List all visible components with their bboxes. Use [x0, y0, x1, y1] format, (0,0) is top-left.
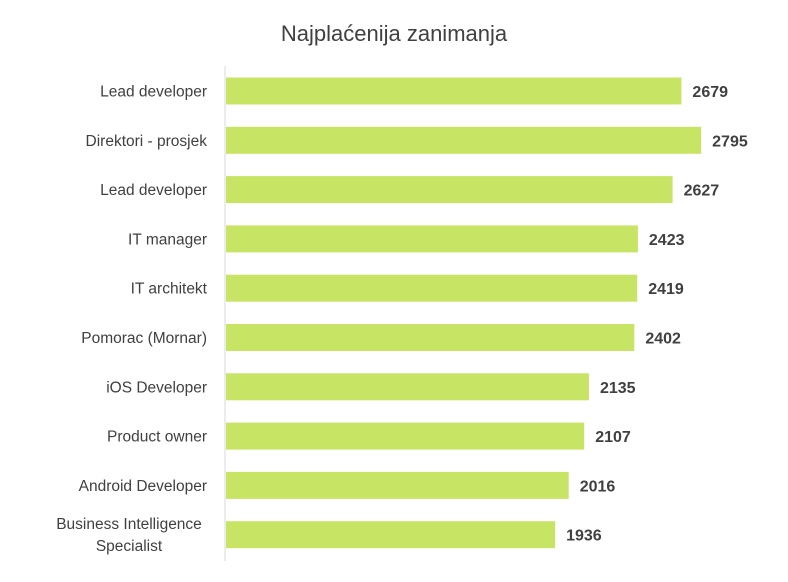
bar-5	[226, 324, 635, 351]
category-label-0: Lead developer	[100, 84, 207, 101]
category-label-8: Android Developer	[79, 478, 207, 495]
data-label-8: 2016	[580, 478, 616, 495]
data-label-7: 2107	[595, 429, 631, 446]
data-label-1: 2795	[712, 133, 748, 150]
category-label-5-line-0: Pomorac (Mornar)	[81, 330, 207, 347]
category-label-3: IT manager	[128, 231, 207, 248]
category-label-0-line-0: Lead developer	[100, 84, 207, 101]
data-label-2: 2627	[684, 183, 720, 200]
data-label-6: 2135	[600, 380, 636, 397]
bar-2	[226, 176, 673, 204]
category-label-2-line-0: Lead developer	[100, 182, 207, 199]
bar-3	[226, 225, 638, 253]
data-label-9: 1936	[566, 528, 602, 545]
category-label-9-line-1: Specialist	[96, 538, 163, 555]
category-label-4-line-0: IT architekt	[131, 281, 208, 298]
data-label-0: 2679	[692, 84, 728, 101]
chart-title: Najplaćenija zanimanja	[281, 21, 508, 46]
category-label-1-line-0: Direktori - prosjek	[86, 133, 208, 150]
data-label-5: 2402	[645, 331, 681, 348]
bar-6	[226, 373, 589, 401]
category-label-4: IT architekt	[131, 281, 208, 298]
data-label-3: 2423	[649, 232, 685, 249]
bar-9	[226, 521, 556, 549]
bar-8	[226, 471, 569, 499]
category-label-7-line-0: Product owner	[107, 429, 207, 446]
data-labels-group: 2679 2795 2627 2423 2419 2402 2135 2107 2016 1936	[566, 84, 748, 545]
category-label-1: Direktori - prosjek	[86, 133, 208, 150]
category-label-6-line-0: iOS Developer	[106, 379, 207, 396]
category-label-7: Product owner	[107, 429, 207, 446]
category-label-2: Lead developer	[100, 182, 207, 199]
category-labels-group: Lead developer Direktori - prosjek Lead de…	[56, 84, 207, 556]
category-label-5: Pomorac (Mornar)	[81, 330, 207, 347]
category-label-6: iOS Developer	[106, 379, 207, 396]
category-label-9-line-0: Business Intelligence	[56, 516, 202, 533]
category-label-9: Business Intelligence Specialist	[56, 516, 202, 555]
category-label-8-line-0: Android Developer	[79, 478, 207, 495]
bars-group	[226, 77, 702, 549]
bar-7	[226, 422, 585, 450]
data-label-4: 2419	[648, 281, 684, 298]
category-label-3-line-0: IT manager	[128, 231, 207, 248]
bar-4	[226, 274, 638, 302]
bar-1	[226, 126, 702, 154]
bar-0	[226, 77, 682, 105]
